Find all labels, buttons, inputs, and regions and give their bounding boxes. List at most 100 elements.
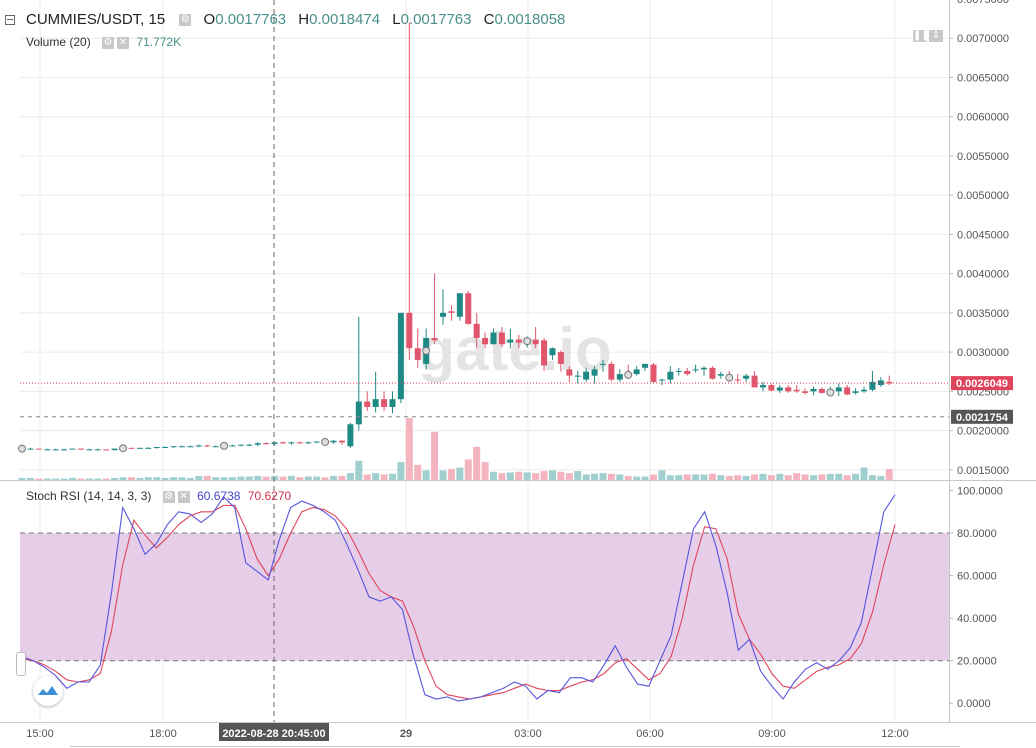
- pane-pause-icon[interactable]: ❚❚: [913, 30, 930, 42]
- candle-body: [861, 389, 867, 392]
- price-axis-label: 0.0075000: [957, 0, 1009, 6]
- event-marker: [523, 337, 532, 346]
- volume-bar: [767, 475, 775, 480]
- volume-bar: [801, 474, 809, 480]
- volume-bar: [490, 471, 498, 480]
- volume-bar: [877, 475, 885, 480]
- candle-body: [633, 369, 640, 375]
- candle-body: [465, 293, 472, 324]
- candle-body: [170, 446, 177, 448]
- candle-body: [271, 442, 278, 444]
- volume-bar: [776, 473, 784, 480]
- candle-body: [254, 443, 261, 445]
- candle-body: [616, 374, 623, 380]
- candle-body: [557, 352, 564, 364]
- candle-body: [27, 448, 34, 450]
- stoch-rsi-legend: Stoch RSI (14, 14, 3, 3) ⚙ ✕ 60.6738 70.6…: [26, 489, 291, 503]
- candle-body: [128, 447, 135, 449]
- volume-bar: [523, 472, 531, 480]
- candle-body: [153, 447, 160, 449]
- event-marker: [220, 441, 229, 450]
- time-axis-label: 15:00: [26, 728, 54, 740]
- price-axis-label: 0.0040000: [957, 269, 1009, 281]
- stoch-d-value: 70.6270: [247, 489, 292, 503]
- price-axis-label: 0.0055000: [957, 151, 1009, 163]
- chart-logo-button[interactable]: [33, 676, 63, 706]
- volume-bar: [43, 478, 51, 480]
- side-panel-handle[interactable]: [16, 652, 26, 676]
- candle-body: [305, 442, 312, 444]
- volume-bar: [557, 471, 565, 480]
- price-axis-label: 0.0060000: [957, 112, 1009, 124]
- candle-body: [701, 367, 708, 370]
- volume-bar: [355, 460, 363, 480]
- event-marker: [119, 444, 128, 453]
- candle-body: [844, 387, 851, 395]
- volume-bar: [666, 475, 674, 480]
- candle-body: [280, 442, 287, 444]
- candle-body: [835, 387, 842, 392]
- volume-bar: [784, 475, 792, 480]
- volume-bar: [725, 475, 733, 480]
- high-label: H: [298, 11, 310, 28]
- candle-body: [599, 363, 606, 365]
- volume-bar: [515, 471, 523, 480]
- volume-bar: [94, 478, 102, 480]
- candle-body: [355, 401, 362, 425]
- volume-bar: [26, 477, 34, 480]
- volume-settings-icon[interactable]: ⚙: [102, 36, 115, 49]
- symbol-label: CUMMIES/USDT, 15: [26, 11, 166, 28]
- candle-body: [642, 363, 649, 368]
- volume-bar: [380, 474, 388, 480]
- open-value: 0.0017763: [215, 11, 287, 28]
- volume-bar: [271, 475, 279, 480]
- high-value: 0.0018474: [309, 11, 381, 28]
- volume-bar: [52, 478, 60, 480]
- volume-bar: [860, 467, 868, 480]
- candle-body: [94, 449, 101, 451]
- candle-body: [229, 445, 236, 447]
- volume-bar: [616, 474, 624, 480]
- candle-body: [77, 448, 84, 450]
- volume-bar: [818, 474, 826, 480]
- candle-body: [195, 445, 202, 447]
- volume-bar: [136, 477, 144, 480]
- settings-gear-icon[interactable]: ⚙: [179, 14, 192, 27]
- collapse-toggle-icon[interactable]: [5, 15, 15, 25]
- candle-body: [734, 379, 741, 381]
- candle-body: [431, 337, 438, 341]
- candle-body: [507, 339, 514, 343]
- pane-expand-icon[interactable]: ⇕: [929, 30, 943, 42]
- candle-body: [802, 391, 809, 393]
- volume-bar: [548, 470, 556, 480]
- volume-bar: [683, 474, 691, 480]
- volume-bar: [498, 473, 506, 480]
- volume-bar: [624, 475, 632, 480]
- time-axis-label: 03:00: [514, 728, 542, 740]
- candle-body: [515, 339, 522, 343]
- open-label: O: [203, 11, 216, 28]
- candle-body: [785, 387, 792, 392]
- candle-body: [810, 388, 817, 392]
- volume-legend: Volume (20) ⚙ ✕ 71.772K: [26, 35, 181, 49]
- candle-body: [406, 312, 413, 349]
- stoch-settings-icon[interactable]: ⚙: [162, 490, 175, 503]
- volume-bar: [717, 475, 725, 480]
- volume-bar: [77, 478, 85, 480]
- volume-bar: [119, 477, 127, 480]
- candle-body: [541, 340, 548, 366]
- stoch-band: [20, 533, 949, 661]
- volume-bar: [287, 475, 295, 480]
- volume-legend-value: 71.772K: [136, 35, 182, 49]
- volume-close-icon[interactable]: ✕: [117, 36, 130, 49]
- volume-bar: [540, 471, 548, 480]
- hline-price-tag-label: 0.0021754: [956, 412, 1009, 424]
- stoch-close-icon[interactable]: ✕: [177, 490, 190, 503]
- volume-bar: [835, 473, 843, 480]
- candle-body: [768, 385, 775, 391]
- candle-body: [776, 387, 783, 391]
- low-label: L: [392, 11, 401, 28]
- candle-body: [111, 448, 118, 451]
- volume-bar: [186, 477, 194, 480]
